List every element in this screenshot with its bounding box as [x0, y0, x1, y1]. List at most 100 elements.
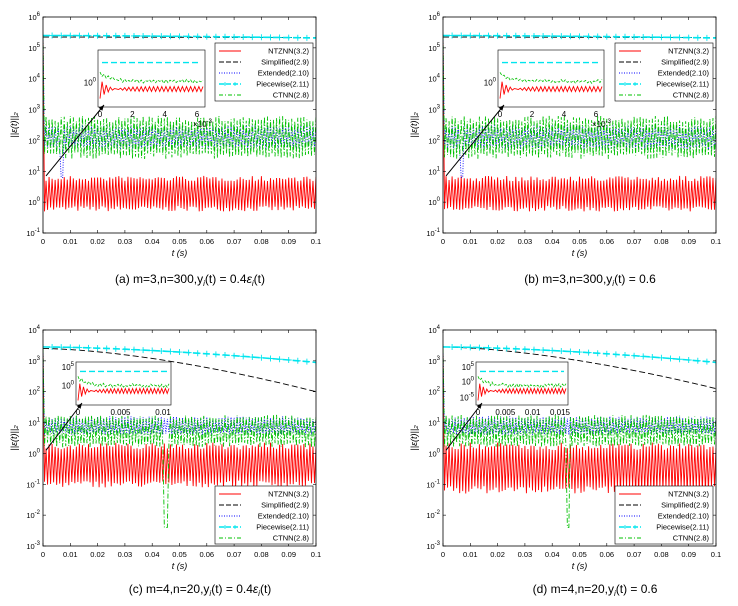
- legend-box: [614, 42, 714, 102]
- chart-panel-a: 0 0.01 0.02 0.03 0.04 0.05 0.06 0.07 0.08 0.09 0.1…: [9, 12, 321, 288]
- piecewise-marker: [612, 33, 619, 40]
- piecewise-marker: [231, 352, 238, 359]
- legend: NTZNN(3.2) Simplified(2.9) Extended(2.10) P…: [214, 485, 314, 545]
- series-ntznn: [43, 348, 316, 488]
- chart-panel-c: 0 0.01 0.02 0.03 0.04 0.05 0.06 0.07 0.08 0.09 0.1…: [9, 325, 321, 598]
- x-tick-label: 0.05: [172, 550, 187, 559]
- x-tick-label: 0.1: [711, 550, 721, 559]
- piecewise-marker: [212, 351, 219, 358]
- piecewise-marker: [85, 344, 92, 351]
- legend: NTZNN(3.2) Simplified(2.9) Extended(2.10) P…: [614, 42, 714, 102]
- piecewise-marker: [567, 348, 574, 355]
- piecewise-marker: [667, 34, 674, 41]
- x-tick-label: 0.02: [490, 550, 505, 559]
- x-tick-label: 0: [441, 237, 445, 246]
- y-tick-label: 104: [28, 74, 40, 84]
- x-tick-label: 0.08: [254, 550, 269, 559]
- arrow-head: [476, 403, 482, 409]
- piecewise-marker: [67, 344, 74, 351]
- inset-x-tick: 0.01: [525, 408, 541, 417]
- series-ctnn: [43, 348, 316, 528]
- series-ntznn: [443, 35, 716, 212]
- piecewise-marker: [231, 33, 238, 40]
- piecewise-marker: [531, 346, 537, 353]
- y-tick-label: 103: [28, 105, 40, 115]
- inset-x-tick: 0.005: [110, 408, 131, 417]
- arrow-head: [498, 105, 504, 111]
- y-tick-label: 10-1: [26, 479, 40, 489]
- x-tick-label: 0.07: [227, 237, 242, 246]
- piecewise-marker: [258, 34, 265, 41]
- piecewise-marker: [521, 346, 528, 353]
- x-tick-label: 0: [41, 550, 45, 559]
- inset: 0 2 4 6×10-3 100: [84, 49, 213, 129]
- piecewise-marker: [185, 349, 192, 356]
- x-tick-label: 0.07: [627, 550, 642, 559]
- inset-x-tick: 0: [476, 408, 481, 417]
- inset-x-tick: 0: [498, 110, 503, 119]
- series-ctnn: [443, 35, 716, 159]
- plot-area: [43, 343, 316, 528]
- inset-ntzn: [499, 81, 603, 99]
- series-extended: [443, 348, 716, 435]
- x-tick-label: 0.03: [518, 237, 533, 246]
- legend-entry: NTZNN(3.2): [268, 47, 309, 56]
- y-tick-label: 10-3: [26, 541, 40, 551]
- piecewise-marker: [540, 347, 547, 354]
- panel-caption: (b) m=3,n=300,yi(t) = 0.6: [524, 272, 656, 288]
- piecewise-marker: [443, 343, 446, 350]
- piecewise-marker: [313, 34, 316, 41]
- legend-entry: Piecewise(2.11): [256, 80, 309, 89]
- inset-y-tick: 100: [84, 77, 97, 87]
- legend-marker: [623, 82, 627, 86]
- piecewise-marker: [149, 33, 156, 40]
- piecewise-marker: [94, 345, 101, 352]
- piecewise-marker: [576, 33, 583, 40]
- inset-ntzn: [77, 383, 170, 401]
- x-tick-label: 0.01: [463, 550, 478, 559]
- x-tick-label: 0.02: [90, 237, 105, 246]
- piecewise-marker: [131, 346, 137, 353]
- y-axis-label: ||ε(t)||₂: [409, 425, 419, 451]
- piecewise-marker: [540, 33, 547, 40]
- inset-ctnn: [77, 376, 170, 389]
- arrow-line: [45, 104, 105, 177]
- y-tick-label: 105: [428, 43, 440, 53]
- x-tick-label: 0: [41, 237, 45, 246]
- piecewise-marker: [494, 32, 501, 39]
- x-tick-label: 0.03: [118, 237, 133, 246]
- x-tick-label: 0.06: [199, 550, 214, 559]
- y-tick-label: 10-3: [426, 541, 440, 551]
- y-tick-label: 10-1: [26, 228, 40, 238]
- piecewise-marker: [558, 348, 565, 355]
- inset-x-tick: 0.015: [550, 408, 571, 417]
- piecewise-marker: [194, 33, 201, 40]
- piecewise-marker: [521, 32, 528, 39]
- piecewise-marker: [258, 354, 265, 361]
- legend-box: [214, 42, 314, 102]
- piecewise-marker: [158, 33, 165, 40]
- y-tick-label: 100: [428, 448, 440, 458]
- x-tick-label: 0.08: [254, 237, 269, 246]
- legend-entry: NTZNN(3.2): [668, 47, 709, 56]
- piecewise-marker: [267, 34, 274, 41]
- piecewise-marker: [549, 33, 556, 40]
- piecewise-marker: [285, 357, 292, 364]
- y-tick-label: 102: [28, 135, 40, 145]
- piecewise-marker: [49, 344, 56, 351]
- legend-entry: Extended(2.10): [658, 69, 710, 78]
- y-tick-label: 104: [428, 325, 440, 335]
- piecewise-marker: [676, 34, 683, 41]
- y-tick-label: 103: [428, 105, 440, 115]
- legend-entry: CTNN(2.8): [673, 534, 710, 543]
- inset-x-tick: 0.005: [495, 408, 516, 417]
- inset-ntzn: [99, 81, 204, 99]
- piecewise-marker: [640, 353, 647, 360]
- legend-marker: [233, 525, 237, 529]
- legend: NTZNN(3.2) Simplified(2.9) Extended(2.10) P…: [214, 42, 314, 102]
- x-tick-label: 0.01: [63, 237, 78, 246]
- inset-x-tick: 6: [594, 110, 599, 119]
- x-tick-label: 0.05: [572, 550, 587, 559]
- y-tick-label: 10-1: [426, 228, 440, 238]
